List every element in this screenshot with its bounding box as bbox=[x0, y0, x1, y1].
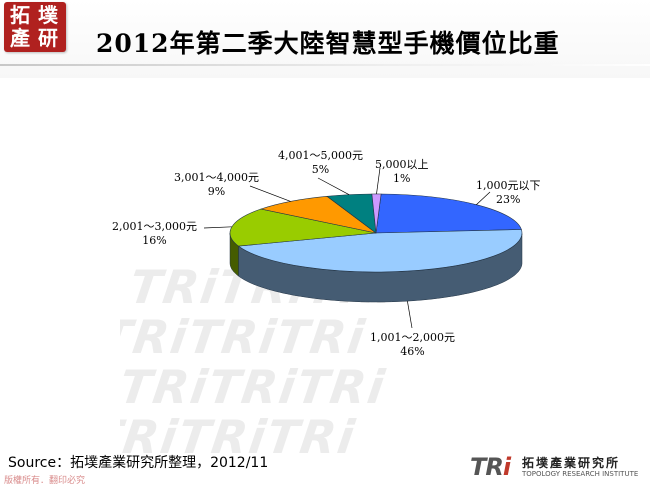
logo-char-4: 研 bbox=[38, 26, 58, 50]
pie-leader-line bbox=[476, 191, 491, 205]
brand-name-cn: 拓墣產業研究所 bbox=[522, 456, 621, 470]
pie-category-label: 4,001～5,000元 bbox=[278, 149, 363, 162]
pie-slice-3 bbox=[259, 195, 377, 234]
pie-percent-label: 46% bbox=[400, 345, 425, 358]
pie-leader-line bbox=[203, 226, 232, 229]
pie-label-4001-5000: 4,001～5,000元 5% bbox=[278, 149, 363, 177]
source-note: Source：拓墣產業研究所整理，2012/11 bbox=[8, 455, 269, 471]
pie-slice-1 bbox=[237, 229, 523, 273]
title-divider bbox=[0, 64, 650, 66]
brand-mark-tr: TR bbox=[470, 453, 504, 481]
pie-leader-line bbox=[317, 177, 350, 196]
pie-category-label: 2,001～3,000元 bbox=[112, 220, 197, 233]
logo-char-3: 產 bbox=[10, 26, 30, 50]
pie-leader-line bbox=[249, 185, 291, 202]
copyright-note: 版權所有．翻印必究 bbox=[4, 476, 86, 486]
pie-label-3001-4000: 3,001～4,000元 9% bbox=[174, 171, 259, 199]
pie-label-over-5000: 5,000以上 1% bbox=[375, 158, 429, 186]
pie-percent-label: 23% bbox=[496, 193, 521, 206]
brand-logo: TRi 拓墣產業研究所 TOPOLOGY RESEARCH INSTITUTE bbox=[470, 453, 645, 483]
pie-label-1001-2000: 1,001～2,000元 46% bbox=[370, 331, 455, 359]
brand-name-en: TOPOLOGY RESEARCH INSTITUTE bbox=[522, 470, 639, 478]
pie-category-label: 3,001～4,000元 bbox=[174, 171, 259, 184]
pie-percent-label: 5% bbox=[311, 163, 330, 176]
pie-percent-label: 16% bbox=[142, 234, 167, 247]
tri-logo: 拓 墣 產 研 bbox=[4, 2, 66, 52]
pie-slice-2 bbox=[229, 208, 377, 247]
page-title: 2012年第二季大陸智慧型手機價位比重 bbox=[96, 29, 560, 58]
pie-leader-line bbox=[407, 301, 413, 329]
logo-char-2: 墣 bbox=[38, 3, 58, 27]
pie-label-under-1000: 1,000元以下 23% bbox=[476, 179, 541, 207]
pie-percent-label: 1% bbox=[393, 172, 411, 185]
pie-category-label: 5,000以上 bbox=[375, 158, 429, 171]
pie-category-label: 1,001～2,000元 bbox=[370, 331, 455, 344]
pie-percent-label: 9% bbox=[207, 185, 226, 198]
pie-leader-line bbox=[376, 167, 381, 195]
logo-char-1: 拓 bbox=[10, 3, 30, 27]
pie-category-label: 1,000元以下 bbox=[476, 179, 541, 192]
brand-mark-i: i bbox=[502, 453, 511, 481]
pie-label-2001-3000: 2,001～3,000元 16% bbox=[112, 220, 197, 248]
brand-mark: TRi bbox=[470, 453, 511, 481]
